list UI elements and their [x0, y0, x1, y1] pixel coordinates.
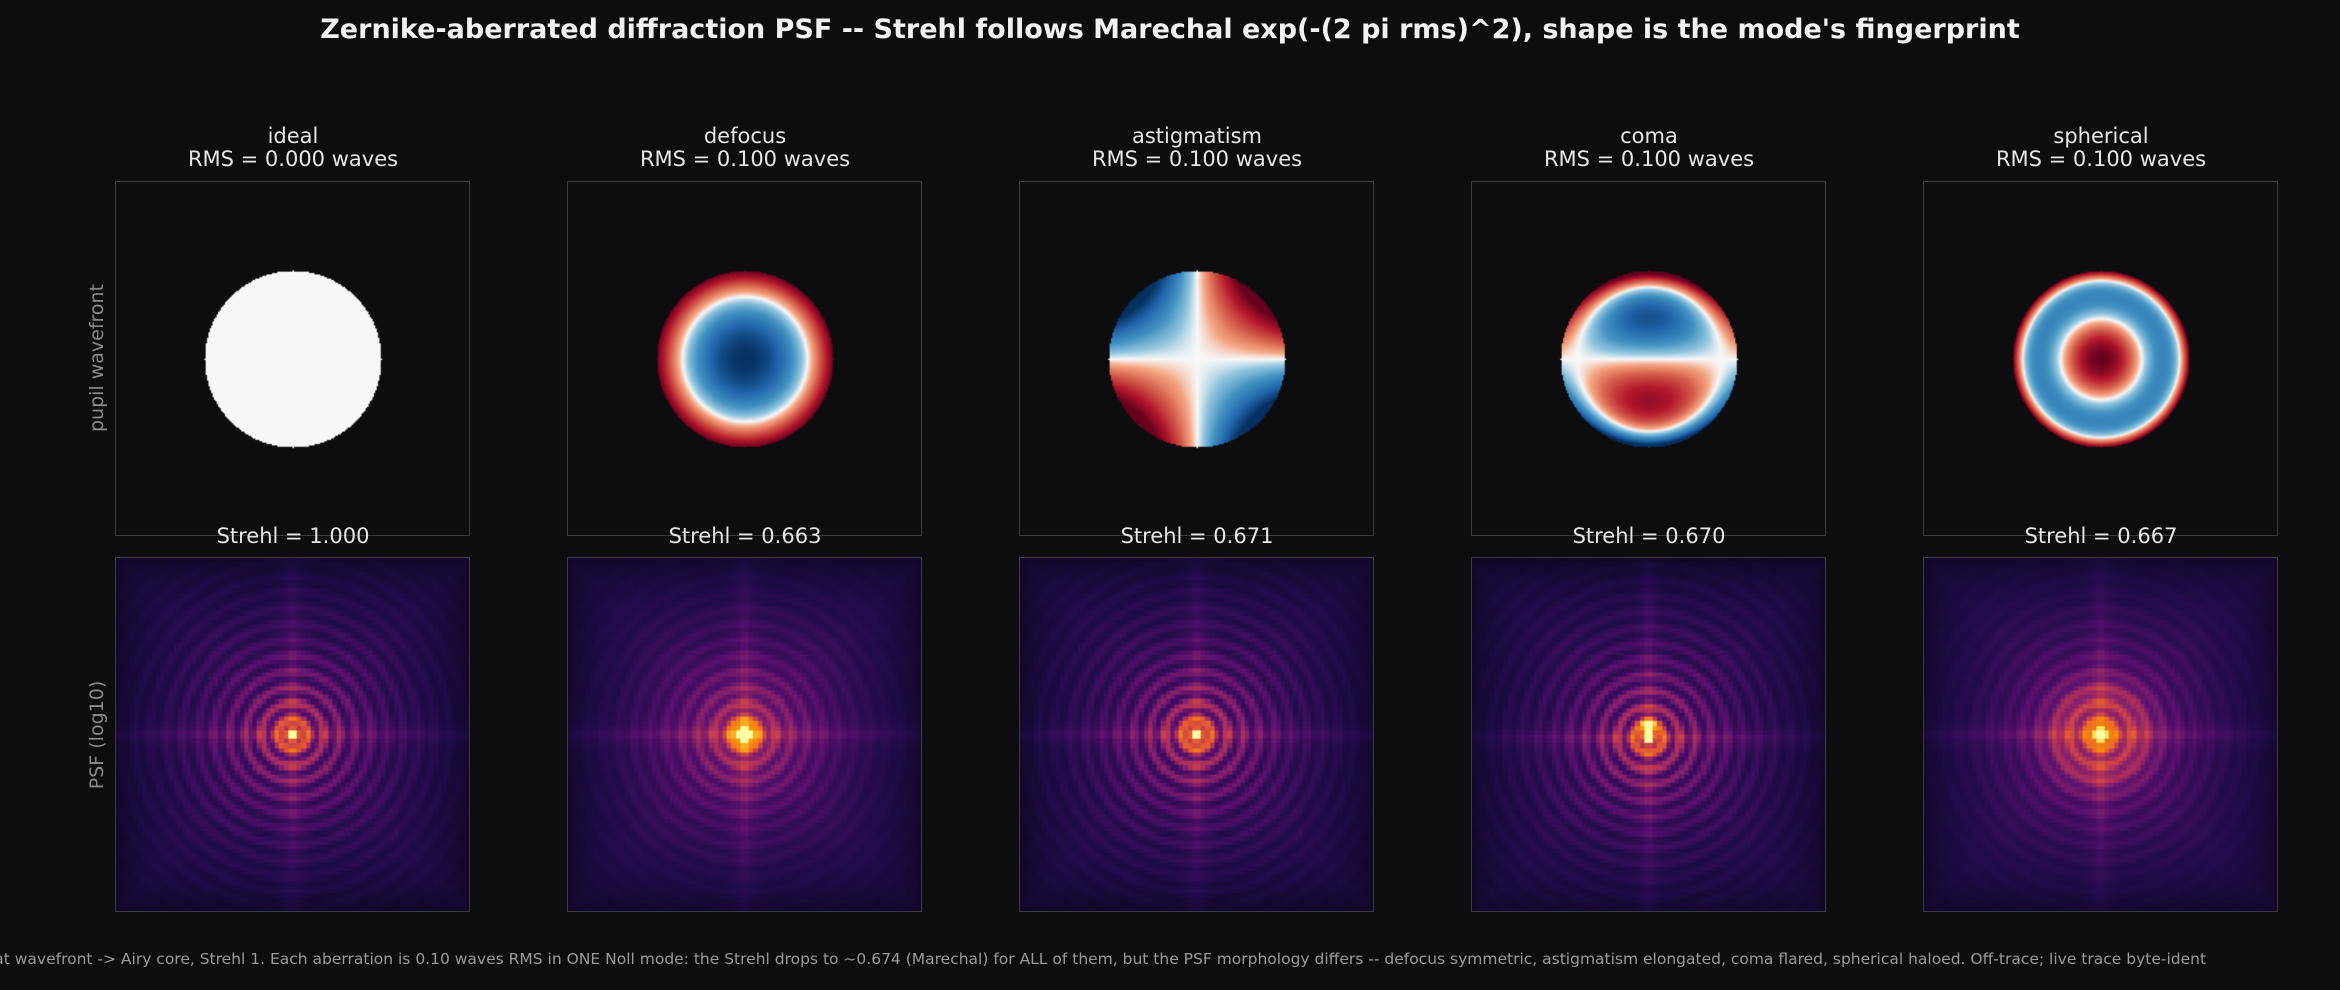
psf-heatmap [1020, 558, 1373, 911]
column-title-ideal: ideal RMS = 0.000 waves [83, 125, 503, 171]
figure-caption: l: flat wavefront -> Airy core, Strehl 1… [0, 950, 2207, 968]
figure-title: Zernike-aberrated diffraction PSF -- Str… [320, 14, 2020, 45]
psf-heatmap [1472, 558, 1825, 911]
column-title-astigmatism: astigmatism RMS = 0.100 waves [987, 125, 1407, 171]
rms-label: RMS = 0.100 waves [1091, 147, 1303, 171]
mode-name: defocus [703, 124, 787, 148]
strehl-label-astigmatism: Strehl = 0.671 [1120, 524, 1274, 548]
psf-panel-defocus [567, 557, 922, 912]
pupil-panel-defocus [567, 181, 922, 536]
rms-label: RMS = 0.100 waves [639, 147, 851, 171]
psf-panel-coma [1471, 557, 1826, 912]
psf-panel-spherical [1923, 557, 2278, 912]
column-title-coma: coma RMS = 0.100 waves [1439, 125, 1859, 171]
pupil-heatmap [116, 182, 469, 535]
psf-heatmap [116, 558, 469, 911]
row-label-pupil: pupil wavefront [86, 283, 108, 433]
row-label-psf: PSF (log10) [86, 680, 108, 790]
psf-heatmap [568, 558, 921, 911]
pupil-panel-coma [1471, 181, 1826, 536]
rms-label: RMS = 0.000 waves [187, 147, 399, 171]
pupil-panel-ideal [115, 181, 470, 536]
pupil-panel-astigmatism [1019, 181, 1374, 536]
rms-label: RMS = 0.100 waves [1543, 147, 1755, 171]
mode-name: astigmatism [1132, 124, 1262, 148]
column-title-spherical: spherical RMS = 0.100 waves [1891, 125, 2311, 171]
mode-name: spherical [2053, 124, 2149, 148]
column-title-defocus: defocus RMS = 0.100 waves [535, 125, 955, 171]
pupil-heatmap [1020, 182, 1373, 535]
strehl-label-spherical: Strehl = 0.667 [2024, 524, 2178, 548]
psf-heatmap [1924, 558, 2277, 911]
psf-panel-ideal [115, 557, 470, 912]
pupil-heatmap [568, 182, 921, 535]
psf-panel-astigmatism [1019, 557, 1374, 912]
mode-name: coma [1620, 124, 1678, 148]
strehl-label-ideal: Strehl = 1.000 [216, 524, 370, 548]
mode-name: ideal [267, 124, 319, 148]
pupil-heatmap [1924, 182, 2277, 535]
pupil-heatmap [1472, 182, 1825, 535]
pupil-panel-spherical [1923, 181, 2278, 536]
strehl-label-coma: Strehl = 0.670 [1572, 524, 1726, 548]
strehl-label-defocus: Strehl = 0.663 [668, 524, 822, 548]
rms-label: RMS = 0.100 waves [1995, 147, 2207, 171]
